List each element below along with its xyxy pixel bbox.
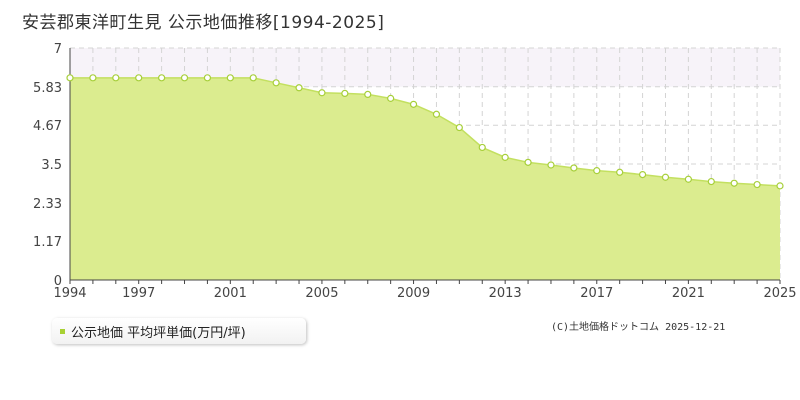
data-point: [364, 90, 372, 99]
y-tick-label: 2.33: [33, 197, 62, 212]
data-point: [501, 153, 509, 161]
y-tick-label: 5.83: [33, 81, 62, 96]
x-tick-label: 1997: [122, 286, 155, 301]
x-tick-label: 2021: [672, 286, 705, 301]
x-tick-label: 2001: [214, 286, 247, 301]
x-tick-label: 2005: [305, 286, 338, 301]
legend-label: 公示地価 平均坪単価(万円/坪): [71, 325, 246, 341]
axis-layer: [69, 48, 781, 284]
y-tick-label: 4.67: [33, 119, 62, 134]
y-tick-label: 0: [54, 274, 62, 289]
x-tick-label: 2025: [763, 286, 796, 301]
data-point: [295, 84, 303, 92]
data-point: [707, 177, 715, 186]
data-point: [478, 143, 486, 152]
data-point: [249, 74, 257, 82]
x-tick-label: 2009: [397, 286, 430, 301]
legend: 公示地価 平均坪単価(万円/坪): [52, 318, 306, 344]
data-point: [570, 164, 578, 172]
data-point: [455, 123, 463, 132]
series-area: [70, 77, 780, 280]
data-point: [432, 110, 441, 118]
data-point: [158, 74, 166, 82]
data-point: [272, 79, 280, 87]
y-tick-label: 7: [54, 42, 62, 57]
y-tick-label: 1.17: [33, 235, 62, 250]
x-tick-label: 2017: [580, 286, 613, 301]
data-point: [226, 74, 234, 82]
data-point: [66, 74, 74, 82]
data-point: [112, 74, 120, 82]
data-point: [684, 175, 692, 183]
series-line: [70, 77, 781, 187]
legend-swatch: [60, 328, 65, 334]
data-point: [341, 89, 349, 98]
data-point: [593, 167, 601, 175]
data-point: [180, 74, 189, 82]
label-layer: 0 1.17 2.33 3.5 4.67 5.83 7 1994 1997 2001 2005 200…: [33, 42, 797, 301]
data-point: [135, 74, 143, 82]
y-tick-label: 3.5: [41, 158, 62, 173]
data-point: [616, 168, 624, 176]
x-tick-label: 1994: [53, 286, 86, 301]
credit-text: (C)土地価格ドットコム 2025-12-21: [551, 322, 726, 333]
data-point: [730, 179, 738, 187]
point-layer: [66, 74, 784, 190]
chart-title: 安芸郡東洋町生見 公示地価推移[1994-2025]: [22, 13, 385, 33]
x-tick-label: 2013: [489, 286, 522, 301]
data-point: [524, 158, 532, 166]
data-point: [547, 161, 555, 169]
data-point: [638, 171, 647, 179]
data-point: [776, 182, 784, 190]
data-point: [318, 89, 326, 97]
data-point: [203, 74, 212, 82]
data-point: [387, 94, 395, 102]
data-point: [89, 74, 97, 82]
data-point: [409, 100, 418, 108]
data-point: [661, 173, 670, 181]
area-layer: [70, 77, 781, 280]
data-point: [753, 180, 761, 189]
